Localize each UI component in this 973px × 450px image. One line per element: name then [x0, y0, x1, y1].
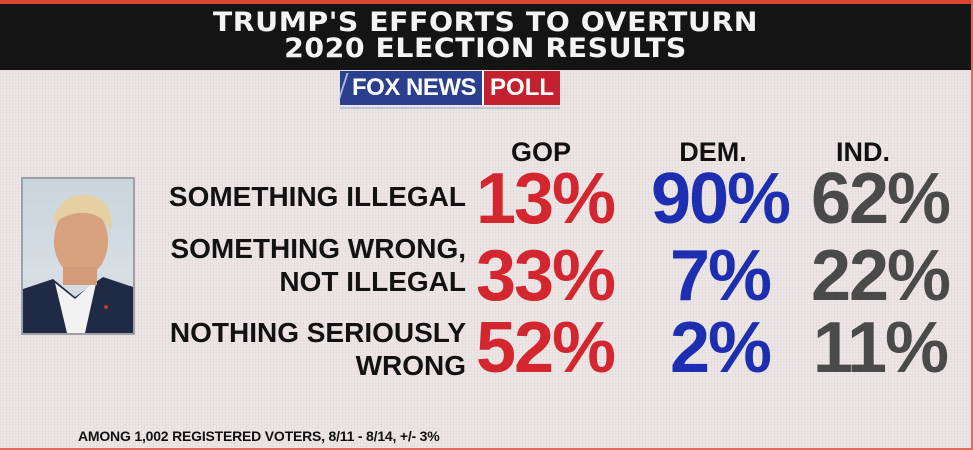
- logo-fox-news: FOX NEWS: [337, 71, 483, 105]
- row-label-nothing-seriously-wrong: NOTHING SERIOUSLY WRONG: [170, 316, 466, 382]
- portrait-image: [23, 194, 133, 333]
- value-dem-row-2: 7%: [669, 236, 772, 316]
- row-label-line: NOT ILLEGAL: [279, 266, 466, 297]
- value-dem-row-3: 2%: [669, 308, 772, 388]
- row-label-something-wrong: SOMETHING WRONG, NOT ILLEGAL: [170, 232, 466, 298]
- value-ind-row-3: 11%: [812, 308, 949, 388]
- row-label-line: WRONG: [355, 350, 466, 381]
- footnote: AMONG 1,002 REGISTERED VOTERS, 8/11 - 8/…: [78, 428, 440, 444]
- logo-fox-news-text: FOX NEWS: [352, 74, 477, 101]
- value-gop-row-2: 33%: [475, 236, 616, 316]
- value-gop-row-3: 52%: [475, 308, 616, 388]
- row-label-line: NOTHING SERIOUSLY: [169, 317, 466, 348]
- logo-poll: POLL: [482, 71, 561, 105]
- column-header-dem: DEM.: [679, 137, 747, 167]
- title-banner: TRUMP'S EFFORTS TO OVERTURN 2020 ELECTIO…: [0, 0, 971, 70]
- column-header-gop: GOP: [510, 137, 571, 167]
- portrait-photo: [21, 177, 135, 335]
- row-label-line: SOMETHING ILLEGAL: [168, 181, 466, 212]
- row-label-line: SOMETHING WRONG,: [170, 233, 466, 264]
- value-ind-row-2: 22%: [810, 236, 951, 316]
- value-dem-row-1: 90%: [650, 159, 791, 239]
- value-gop-row-1: 13%: [475, 159, 616, 239]
- column-header-ind: IND.: [836, 137, 890, 167]
- value-ind-row-1: 62%: [810, 159, 951, 239]
- title-line-1: TRUMP'S EFFORTS TO OVERTURN: [212, 7, 759, 38]
- title-line-2: 2020 ELECTION RESULTS: [284, 33, 687, 64]
- row-label-something-illegal: SOMETHING ILLEGAL: [169, 180, 466, 213]
- fox-news-poll-logo: FOX NEWS POLL: [337, 71, 561, 109]
